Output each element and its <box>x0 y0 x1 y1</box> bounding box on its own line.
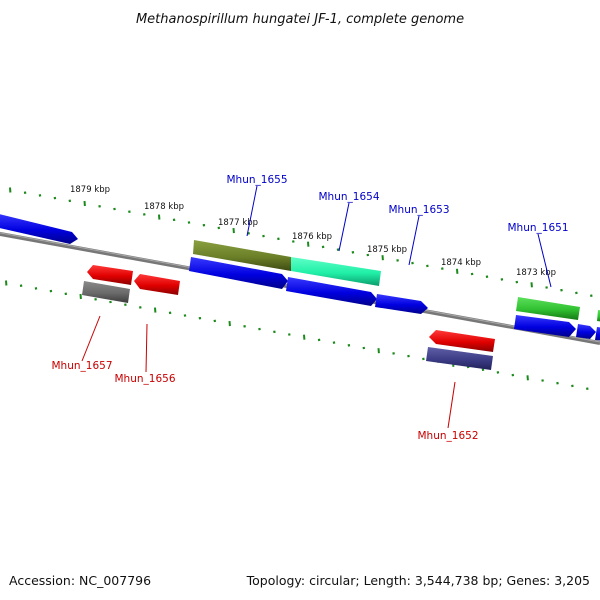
gene-arrow[interactable] <box>189 257 288 289</box>
gene-label-mhun-1651[interactable]: Mhun_1651 <box>508 222 569 234</box>
leader-line <box>338 202 350 252</box>
gene-arrow[interactable] <box>87 265 133 285</box>
bottom-label-leaders <box>81 315 456 429</box>
leader-line <box>447 381 456 429</box>
genome-summary-text: Topology: circular; Length: 3,544,738 bp… <box>246 573 590 588</box>
gene-arrow[interactable] <box>286 277 377 306</box>
top-tick-row <box>9 187 593 297</box>
leader-line <box>246 185 258 237</box>
gene-arrow[interactable] <box>0 213 78 244</box>
gene-label-mhun-1656[interactable]: Mhun_1656 <box>115 373 176 385</box>
top-label-leaders <box>246 185 552 288</box>
gene-label-mhun-1657[interactable]: Mhun_1657 <box>52 360 113 372</box>
accession-text: Accession: NC_007796 <box>9 573 151 588</box>
kbp-marker-1873: 1873 kbp <box>516 268 556 278</box>
gene-label-mhun-1655[interactable]: Mhun_1655 <box>227 174 288 186</box>
gene-block[interactable] <box>82 281 130 303</box>
gene-arrow[interactable] <box>429 330 495 352</box>
leader-line <box>408 215 420 266</box>
gene-arrow[interactable] <box>514 315 576 337</box>
gene-block[interactable] <box>291 257 381 286</box>
gene-arrow[interactable] <box>134 274 180 295</box>
gene-arrow[interactable] <box>595 327 600 341</box>
reverse-strand-genes <box>82 265 495 370</box>
leader-line <box>537 233 552 288</box>
bottom-tick-row <box>5 280 589 390</box>
kbp-marker-1876: 1876 kbp <box>292 232 332 242</box>
gene-block[interactable] <box>597 310 600 322</box>
forward-strand-category-genes <box>193 240 600 322</box>
genome-title: Methanospirillum hungatei JF-1, complete… <box>136 12 464 27</box>
kbp-marker-1877: 1877 kbp <box>218 218 258 228</box>
leader-line <box>145 323 148 373</box>
gene-label-mhun-1652[interactable]: Mhun_1652 <box>418 430 479 442</box>
gene-arrow[interactable] <box>576 324 596 339</box>
kbp-marker-1879: 1879 kbp <box>70 185 110 195</box>
gene-block[interactable] <box>426 347 493 370</box>
forward-strand-genes <box>0 213 600 341</box>
gene-arrow[interactable] <box>375 294 428 314</box>
kbp-marker-1875: 1875 kbp <box>367 245 407 255</box>
kbp-marker-1874: 1874 kbp <box>441 258 481 268</box>
leader-line <box>81 315 101 362</box>
gene-block[interactable] <box>193 240 291 271</box>
gene-block[interactable] <box>516 297 580 320</box>
gene-label-mhun-1653[interactable]: Mhun_1653 <box>389 204 450 216</box>
gene-label-mhun-1654[interactable]: Mhun_1654 <box>319 191 380 203</box>
kbp-marker-1878: 1878 kbp <box>144 202 184 212</box>
